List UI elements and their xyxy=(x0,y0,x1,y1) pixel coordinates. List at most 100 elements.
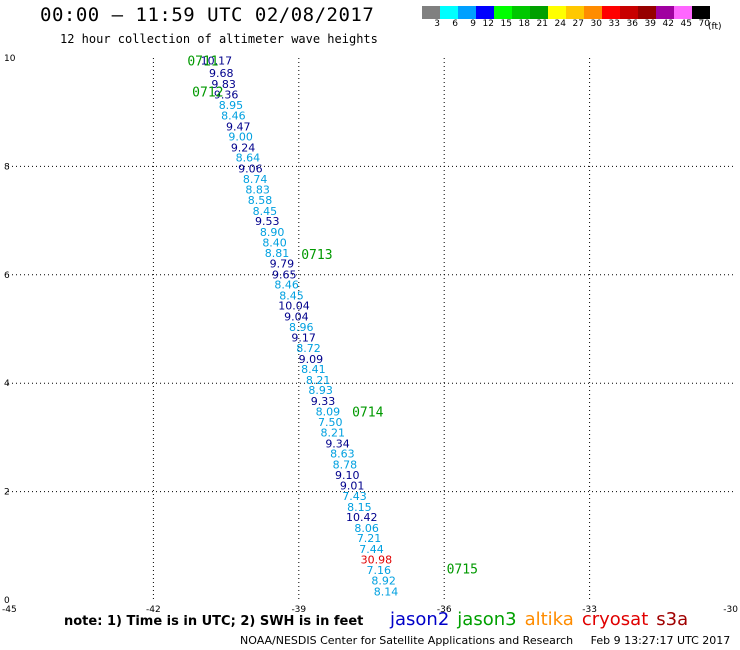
data-label: 8.21 xyxy=(320,427,345,440)
y-tick-label: 4 xyxy=(4,379,10,389)
data-label: 8.74 xyxy=(243,173,268,186)
color-scale-label: 39 xyxy=(644,19,656,29)
color-scale-swatch xyxy=(566,6,584,19)
data-label: 9.00 xyxy=(228,131,253,144)
color-scale-swatch xyxy=(476,6,494,19)
time-label: 0711 xyxy=(187,55,218,70)
data-label: 9.47 xyxy=(226,120,251,133)
data-label: 10.42 xyxy=(346,511,378,524)
color-scale-unit: (ft) xyxy=(708,22,722,32)
data-label: 9.79 xyxy=(270,257,295,270)
color-scale-label: 42 xyxy=(662,19,674,29)
color-scale-swatch xyxy=(656,6,674,19)
x-tick-label: -33 xyxy=(582,605,597,615)
color-scale-swatch xyxy=(494,6,512,19)
data-label: 8.14 xyxy=(374,585,399,598)
data-label: 8.63 xyxy=(330,448,355,461)
color-scale-swatch xyxy=(692,6,710,19)
data-label: 8.81 xyxy=(265,247,290,260)
color-scale-label: 30 xyxy=(590,19,602,29)
data-label: 8.45 xyxy=(279,289,304,302)
data-label: 8.46 xyxy=(274,279,299,292)
color-scale-swatch xyxy=(548,6,566,19)
time-label: 0715 xyxy=(447,563,478,578)
color-scale: 3 6 9 12 15 18 21 24 27 30 33 36 39 42 45 70 xyxy=(422,6,710,29)
color-scale-swatch xyxy=(638,6,656,19)
data-label: 9.06 xyxy=(238,163,263,176)
data-label: 7.16 xyxy=(367,564,392,577)
data-label: 8.41 xyxy=(301,363,326,376)
color-scale-swatches xyxy=(422,6,710,19)
data-label: 8.92 xyxy=(371,574,396,587)
satellite-legend: jason2 jason3 altika cryosat s3a xyxy=(390,609,696,630)
data-label: 7.44 xyxy=(359,543,384,556)
data-label: 9.65 xyxy=(272,268,297,281)
data-label: 8.83 xyxy=(245,184,270,197)
data-label: 7.50 xyxy=(318,416,343,429)
y-tick-label: 10 xyxy=(4,54,16,64)
y-tick-label: 2 xyxy=(4,488,10,498)
data-label: 8.15 xyxy=(347,501,372,514)
data-label: 8.46 xyxy=(221,109,246,122)
x-tick-label: -39 xyxy=(291,605,306,615)
time-label: 0712 xyxy=(192,86,223,101)
data-label: 8.06 xyxy=(354,522,379,535)
data-label: 8.90 xyxy=(260,226,285,239)
color-scale-swatch xyxy=(530,6,548,19)
data-label: 9.53 xyxy=(255,215,280,228)
color-scale-labels: 3 6 9 12 15 18 21 24 27 30 33 36 39 42 45 70 xyxy=(422,19,710,29)
x-tick-label: -36 xyxy=(437,605,452,615)
chart-title: 00:00 – 11:59 UTC 02/08/2017 xyxy=(40,4,375,26)
color-scale-label: 70 xyxy=(698,19,710,29)
data-label: 8.09 xyxy=(316,405,341,418)
data-label: 8.58 xyxy=(248,194,273,207)
legend-item-altika: altika xyxy=(524,609,574,630)
data-label: 8.21 xyxy=(306,374,331,387)
chart-subtitle: 12 hour collection of altimeter wave hei… xyxy=(60,32,378,46)
color-scale-swatch xyxy=(512,6,530,19)
time-label: 0713 xyxy=(301,248,332,263)
data-label: 8.93 xyxy=(308,384,333,397)
x-tick-label: -45 xyxy=(2,605,17,615)
data-label: 10.04 xyxy=(278,300,310,313)
data-label: 9.04 xyxy=(284,311,309,324)
data-label: 8.96 xyxy=(289,321,314,334)
legend-item-cryosat: cryosat xyxy=(581,609,649,630)
data-label: 8.40 xyxy=(262,236,287,249)
data-label: 30.98 xyxy=(361,553,393,566)
color-scale-label: 21 xyxy=(536,19,548,29)
color-scale-label: 9 xyxy=(470,19,476,29)
data-label: 9.01 xyxy=(340,480,365,493)
color-scale-swatch xyxy=(620,6,638,19)
footer-timestamp: Feb 9 13:27:17 UTC 2017 xyxy=(590,634,731,647)
data-label: 9.17 xyxy=(291,332,316,345)
footer: NOAA/NESDIS Center for Satellite Applica… xyxy=(240,634,730,647)
data-label: 10.17 xyxy=(201,55,233,68)
legend-item-jason2: jason2 xyxy=(390,609,450,630)
data-label: 9.33 xyxy=(311,395,336,408)
color-scale-swatch xyxy=(584,6,602,19)
data-label: 8.95 xyxy=(219,99,244,112)
color-scale-label: 15 xyxy=(500,19,512,29)
data-label: 9.36 xyxy=(214,88,239,101)
data-label: 7.21 xyxy=(357,532,382,545)
color-scale-swatch xyxy=(602,6,620,19)
color-scale-label: 27 xyxy=(572,19,584,29)
time-label: 0714 xyxy=(352,405,383,420)
legend-item-s3a: s3a xyxy=(656,609,689,630)
data-label: 9.09 xyxy=(299,353,324,366)
x-tick-label: -30 xyxy=(723,605,738,615)
color-scale-label: 12 xyxy=(482,19,494,29)
color-scale-label: 24 xyxy=(554,19,566,29)
color-scale-swatch xyxy=(422,6,440,19)
color-scale-label: 6 xyxy=(452,19,458,29)
color-scale-label: 18 xyxy=(518,19,530,29)
data-label: 9.24 xyxy=(231,141,256,154)
data-label: 8.78 xyxy=(333,459,358,472)
color-scale-label: 45 xyxy=(680,19,692,29)
data-label: 8.64 xyxy=(236,152,261,165)
y-tick-label: 0 xyxy=(4,596,10,606)
data-label: 8.45 xyxy=(253,205,278,218)
color-scale-label: 36 xyxy=(626,19,638,29)
